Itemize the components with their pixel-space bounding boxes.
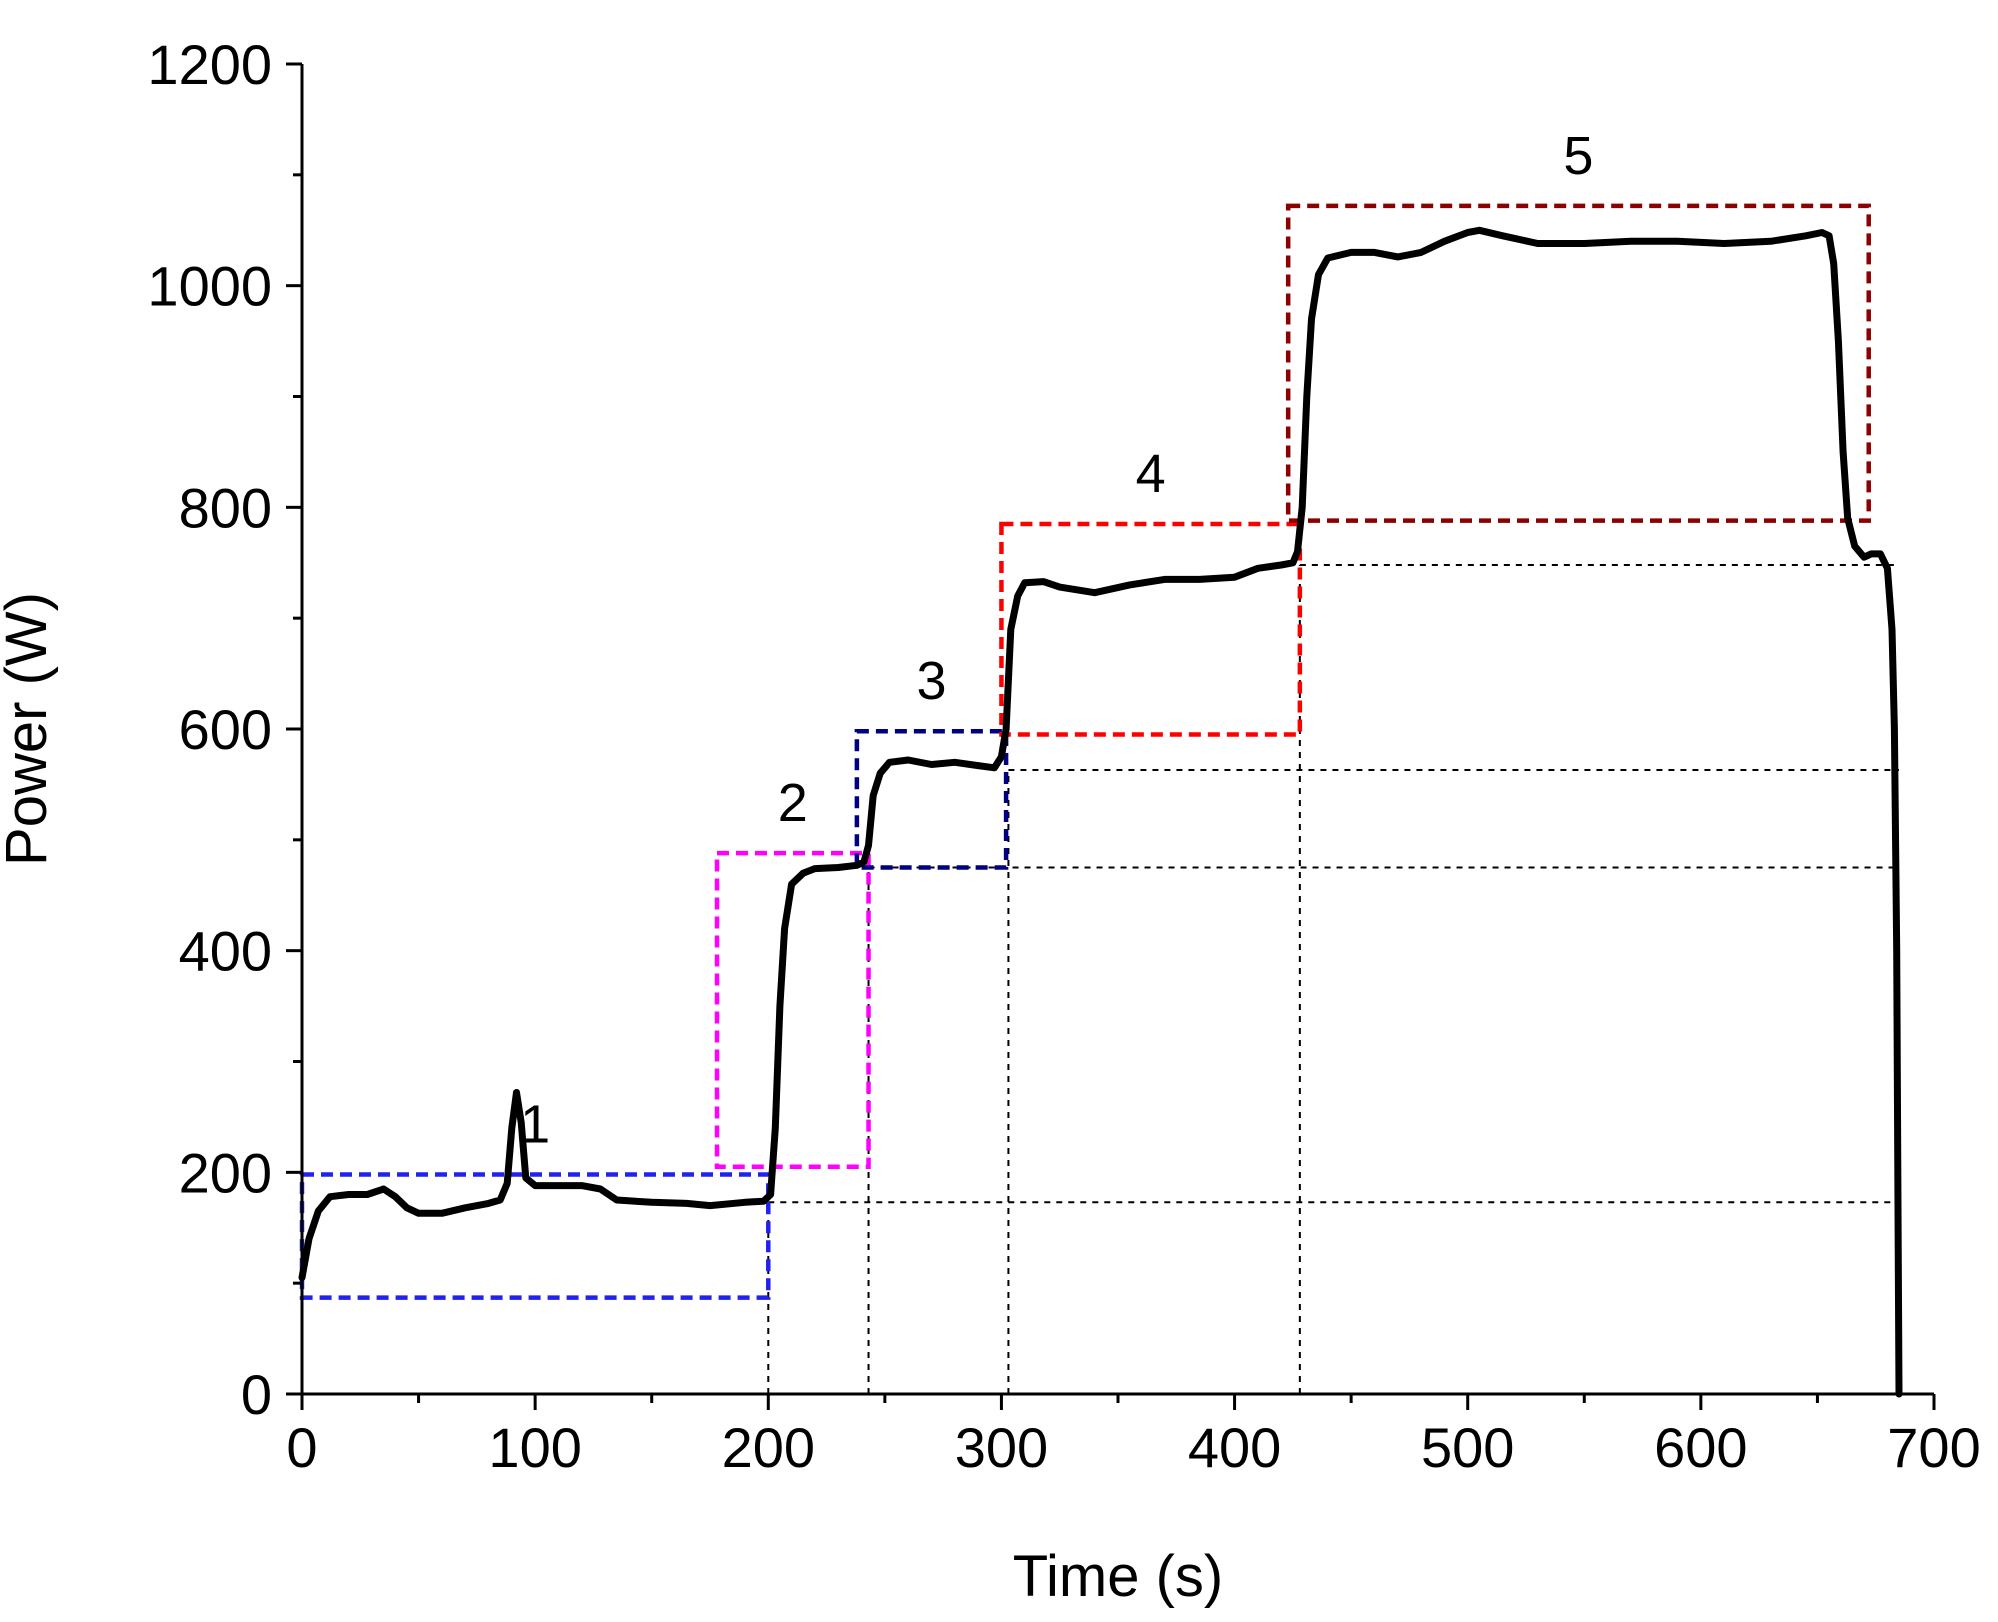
reference-lines — [767, 563, 1900, 1394]
region-label-4: 4 — [1136, 444, 1166, 504]
x-tick-label-400: 400 — [1188, 1416, 1281, 1479]
series-layer — [298, 226, 1903, 1398]
y-axis-title: Power (W) — [0, 592, 59, 866]
y-tick-label-1000: 1000 — [147, 255, 272, 318]
y-tick-label-800: 800 — [179, 476, 272, 539]
x-tick-label-500: 500 — [1421, 1416, 1514, 1479]
region-label-1: 1 — [520, 1095, 550, 1155]
y-tick-label-0: 0 — [241, 1363, 272, 1426]
axes — [286, 62, 1936, 1410]
x-tick-label-300: 300 — [955, 1416, 1048, 1479]
region-label-2: 2 — [778, 773, 808, 833]
y-tick-label-200: 200 — [179, 1141, 272, 1204]
x-tick-label-100: 100 — [488, 1416, 581, 1479]
x-tick-label-700: 700 — [1887, 1416, 1980, 1479]
region-box-5 — [1285, 203, 1871, 523]
y-tick-label-1200: 1200 — [147, 33, 272, 96]
region-box-2 — [714, 850, 871, 1170]
y-tick-label-600: 600 — [179, 698, 272, 761]
series-line-1 — [298, 226, 1903, 1398]
region-label-5: 5 — [1563, 126, 1593, 186]
region-boxes — [299, 203, 1871, 1300]
x-tick-label-600: 600 — [1654, 1416, 1747, 1479]
region-box-3 — [854, 728, 1009, 870]
y-tick-label-400: 400 — [179, 920, 272, 983]
region-labels: 1 2 3 4 5 — [520, 126, 1593, 1155]
region-box-1 — [299, 1172, 771, 1300]
x-tick-label-200: 200 — [722, 1416, 815, 1479]
tick-labels: 0 100 200 300 400 500 600 700 0 200 400 600 800 1000 1… — [147, 33, 1980, 1479]
x-tick-label-0: 0 — [286, 1416, 317, 1479]
region-label-3: 3 — [916, 651, 946, 711]
x-axis-title: Time (s) — [1013, 1544, 1223, 1609]
region-box-4 — [999, 521, 1303, 737]
